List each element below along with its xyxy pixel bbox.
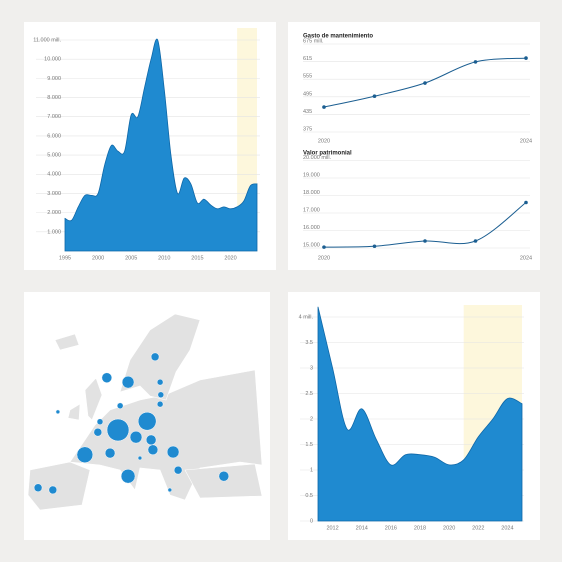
- bubble: [137, 455, 143, 461]
- y-tick-label: 16.000: [303, 225, 320, 231]
- chart-title: Gasto de mantenimiento: [303, 34, 373, 40]
- y-tick-label: 0: [310, 518, 313, 524]
- x-tick-label: 2024: [520, 255, 532, 261]
- point: [322, 105, 326, 109]
- y-tick-label: 8.000: [47, 95, 61, 101]
- point: [524, 200, 528, 205]
- y-tick-label: 15.000: [303, 242, 320, 248]
- y-tick-label: 3: [310, 365, 313, 371]
- y-tick-label: 19.000: [303, 172, 320, 178]
- bubble: [33, 483, 43, 492]
- bubble: [106, 418, 130, 442]
- x-tick-label: 2000: [92, 255, 104, 261]
- bubble: [104, 447, 116, 459]
- y-tick-label: 11.000 mill.: [33, 37, 61, 43]
- land: [54, 333, 80, 351]
- bubble: [76, 446, 94, 463]
- bubble: [121, 375, 135, 389]
- y-tick-label: 7.000: [47, 114, 61, 120]
- bubble: [120, 468, 136, 484]
- bubble: [129, 430, 143, 444]
- y-tick-label: 18.000: [303, 190, 320, 196]
- bubble: [157, 391, 165, 399]
- bubble: [156, 378, 164, 386]
- bubble: [173, 465, 183, 475]
- bubble: [218, 470, 230, 482]
- point: [423, 81, 427, 85]
- land: [84, 377, 103, 421]
- x-tick-label: 2020: [224, 255, 236, 261]
- area: [64, 38, 258, 252]
- y-tick-label: 4 mill.: [299, 314, 314, 320]
- y-tick-label: 17.000: [303, 207, 320, 213]
- x-tick-label: 2022: [472, 525, 484, 531]
- bubble: [166, 445, 180, 459]
- y-tick-label: 2.5: [305, 391, 313, 397]
- y-tick-label: 1.5: [305, 442, 313, 448]
- x-tick-label: 2018: [414, 525, 426, 531]
- x-tick-label: 2024: [501, 525, 513, 531]
- bubble: [101, 372, 113, 383]
- y-tick-label: 2.000: [47, 210, 61, 216]
- y-tick-label: 1: [310, 467, 313, 473]
- point: [423, 239, 427, 243]
- y-tick-label: 375: [303, 126, 312, 132]
- bubble: [93, 427, 103, 437]
- y-tick-label: 2: [310, 416, 313, 422]
- y-tick-label: 1.000: [47, 229, 61, 235]
- x-tick-label: 2020: [318, 255, 330, 261]
- x-tick-label: 2014: [356, 525, 368, 531]
- area: [317, 306, 523, 522]
- bubble: [48, 485, 58, 495]
- bubble: [137, 411, 157, 431]
- bubble: [116, 402, 124, 410]
- x-tick-label: 2012: [326, 525, 338, 531]
- x-tick-label: 2005: [125, 255, 137, 261]
- point: [322, 245, 326, 249]
- bubble: [96, 418, 104, 425]
- y-tick-label: 0.5: [305, 493, 313, 499]
- y-tick-label: 435: [303, 109, 312, 115]
- point: [524, 56, 528, 60]
- y-tick-label: 20.000 mill.: [303, 155, 332, 161]
- x-tick-label: 2020: [443, 525, 455, 531]
- y-tick-label: 3.5: [305, 340, 313, 346]
- x-tick-label: 2010: [158, 255, 170, 261]
- x-tick-label: 2015: [191, 255, 203, 261]
- y-tick-label: 675 mill.: [303, 38, 324, 44]
- chart-title: Valor patrimonial: [303, 151, 352, 157]
- point: [473, 239, 478, 243]
- land: [67, 403, 81, 421]
- y-tick-label: 4.000: [47, 172, 61, 178]
- y-tick-label: 495: [303, 91, 312, 97]
- y-tick-label: 555: [303, 74, 312, 80]
- bubble: [167, 487, 173, 493]
- x-tick-label: 2016: [385, 525, 397, 531]
- y-tick-label: 615: [303, 56, 312, 62]
- point: [372, 94, 377, 99]
- point: [473, 60, 478, 64]
- y-tick-label: 9.000: [47, 76, 61, 82]
- y-tick-label: 10.000: [44, 57, 61, 63]
- y-tick-label: 5.000: [47, 153, 61, 159]
- bubble: [156, 400, 164, 408]
- x-tick-label: 1995: [59, 255, 71, 261]
- panel: [288, 22, 540, 270]
- bubble: [147, 444, 159, 456]
- land: [69, 369, 263, 501]
- bubble: [145, 434, 157, 446]
- y-tick-label: 3.000: [47, 191, 61, 197]
- x-tick-label: 2020: [318, 138, 330, 144]
- x-tick-label: 2024: [520, 138, 532, 144]
- point: [372, 244, 377, 249]
- bubble: [150, 352, 160, 362]
- bubble: [55, 409, 61, 415]
- land: [119, 313, 201, 401]
- y-tick-label: 6.000: [47, 133, 61, 139]
